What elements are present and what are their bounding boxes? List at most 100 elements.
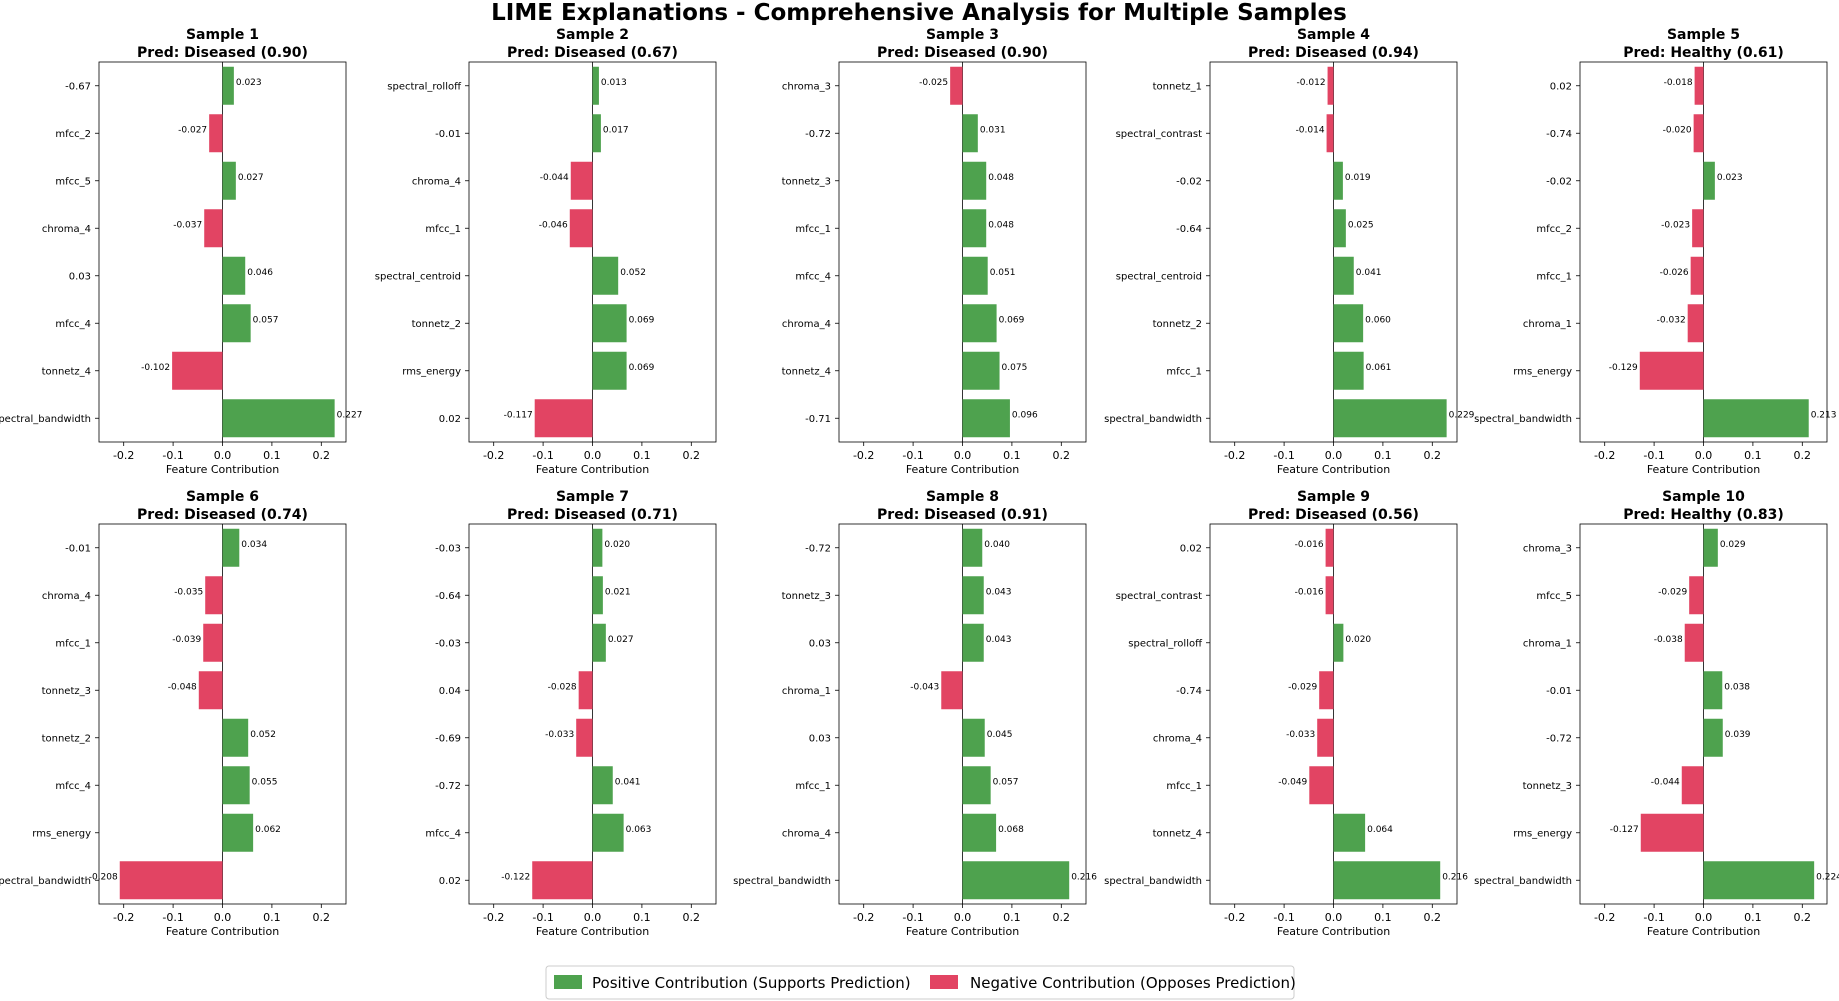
x-tick-label: -0.2 — [1224, 911, 1245, 924]
y-tick-label: 0.03 — [809, 638, 831, 649]
bar-value-label: 0.031 — [980, 125, 1006, 135]
x-tick-label: 0.0 — [584, 911, 602, 924]
bar-value-label: -0.028 — [548, 682, 577, 692]
bar-value-label: -0.016 — [1295, 587, 1324, 597]
y-tick-label: chroma_1 — [782, 686, 831, 697]
bar — [592, 304, 627, 343]
bar-value-label: 0.069 — [629, 363, 655, 373]
subplot-subtitle: Pred: Diseased (0.90) — [877, 45, 1048, 61]
y-tick-label: spectral_bandwidth — [1104, 414, 1202, 425]
bar-value-label: -0.029 — [1658, 587, 1687, 597]
bar-value-label: -0.023 — [1661, 220, 1690, 230]
y-tick-label: tonnetz_2 — [412, 319, 461, 330]
y-tick-label: rms_energy — [1513, 828, 1572, 839]
y-tick-label: tonnetz_4 — [782, 366, 831, 377]
y-tick-label: mfcc_4 — [55, 319, 91, 330]
y-tick-label: spectral_bandwidth — [1474, 876, 1572, 887]
bar-value-label: -0.039 — [172, 635, 201, 645]
bar — [592, 114, 601, 153]
bar-value-label: 0.013 — [601, 78, 627, 88]
bar-value-label: 0.039 — [1725, 730, 1751, 740]
legend-label-positive: Positive Contribution (Supports Predicti… — [592, 974, 911, 992]
bar-value-label: -0.208 — [89, 872, 118, 882]
x-tick-label: 0.2 — [1053, 449, 1071, 462]
bar — [1693, 114, 1704, 153]
y-tick-label: spectral_contrast — [1116, 129, 1202, 140]
x-tick-label: -0.1 — [1273, 911, 1294, 924]
y-tick-label: tonnetz_3 — [42, 686, 91, 697]
bar — [592, 766, 613, 805]
bar — [962, 576, 984, 615]
bar-value-label: -0.014 — [1296, 125, 1325, 135]
bar — [962, 304, 997, 343]
y-tick-label: 0.02 — [439, 876, 461, 887]
bar-value-label: 0.045 — [987, 730, 1013, 740]
x-tick-label: -0.1 — [532, 449, 553, 462]
bar-value-label: -0.026 — [1660, 268, 1689, 278]
bar-value-label: 0.023 — [236, 78, 262, 88]
y-tick-label: chroma_4 — [412, 176, 461, 187]
bar — [1327, 66, 1334, 105]
legend-swatch-negative — [930, 975, 958, 989]
legend-frame — [545, 965, 1295, 1000]
y-tick-label: -0.72 — [805, 543, 831, 554]
x-tick-label: -0.2 — [113, 911, 134, 924]
bar — [1703, 718, 1723, 757]
y-tick-label: spectral_bandwidth — [1474, 414, 1572, 425]
x-tick-label: -0.2 — [1594, 449, 1615, 462]
subplot-title: Sample 10 — [1662, 489, 1745, 505]
bar — [222, 66, 234, 105]
bar — [534, 399, 593, 438]
bar — [203, 623, 223, 662]
y-tick-label: 0.03 — [809, 733, 831, 744]
bar — [592, 813, 624, 852]
bar — [222, 528, 240, 567]
bar-value-label: 0.027 — [608, 635, 634, 645]
bar — [1319, 671, 1334, 710]
y-tick-label: spectral_bandwidth — [1104, 876, 1202, 887]
bar — [592, 351, 627, 390]
legend-label-negative: Negative Contribution (Opposes Predictio… — [970, 974, 1296, 992]
bar-value-label: -0.020 — [1663, 125, 1692, 135]
bar — [1333, 256, 1354, 295]
x-tick-label: 0.2 — [683, 911, 701, 924]
bar-value-label: 0.019 — [1345, 173, 1371, 183]
y-tick-label: rms_energy — [402, 366, 461, 377]
x-tick-label: -0.1 — [902, 449, 923, 462]
bar-value-label: 0.017 — [603, 125, 629, 135]
subplot-sample-8: Sample 8 Pred: Diseased (0.91) 0.040 -0.72 0… — [733, 489, 1097, 938]
x-tick-label: 0.1 — [1374, 449, 1392, 462]
bar — [962, 209, 987, 248]
bar — [576, 718, 593, 757]
x-tick-label: 0.1 — [1744, 911, 1762, 924]
y-tick-label: -0.64 — [435, 591, 461, 602]
x-tick-label: 0.2 — [683, 449, 701, 462]
y-tick-label: spectral_rolloff — [1128, 638, 1203, 649]
bar-value-label: -0.033 — [1286, 730, 1315, 740]
bar — [1333, 399, 1447, 438]
x-axis-label: Feature Contribution — [536, 925, 649, 938]
subplot-sample-6: Sample 6 Pred: Diseased (0.74) 0.034 -0.01 -… — [0, 489, 347, 938]
x-tick-label: 0.0 — [1325, 911, 1343, 924]
bar-value-label: 0.227 — [337, 410, 363, 420]
bar-value-label: 0.057 — [253, 315, 279, 325]
bar-value-label: -0.038 — [1654, 635, 1683, 645]
y-tick-label: mfcc_1 — [1166, 366, 1202, 377]
y-tick-label: mfcc_5 — [55, 176, 91, 187]
figure-title: LIME Explanations - Comprehensive Analys… — [491, 0, 1347, 26]
subplot-title: Sample 6 — [186, 489, 259, 505]
x-tick-label: -0.1 — [1643, 911, 1664, 924]
y-tick-label: chroma_1 — [1523, 319, 1572, 330]
bar — [1317, 718, 1334, 757]
y-tick-label: chroma_4 — [42, 591, 91, 602]
subplot-title: Sample 8 — [926, 489, 999, 505]
bar-value-label: 0.046 — [247, 268, 273, 278]
bar-value-label: -0.127 — [1610, 825, 1639, 835]
x-axis-label: Feature Contribution — [166, 925, 279, 938]
bar-value-label: -0.049 — [1278, 777, 1307, 787]
bar — [1333, 351, 1364, 390]
subplot-subtitle: Pred: Diseased (0.67) — [507, 45, 678, 61]
y-tick-label: rms_energy — [1513, 366, 1572, 377]
x-axis-label: Feature Contribution — [1647, 925, 1760, 938]
